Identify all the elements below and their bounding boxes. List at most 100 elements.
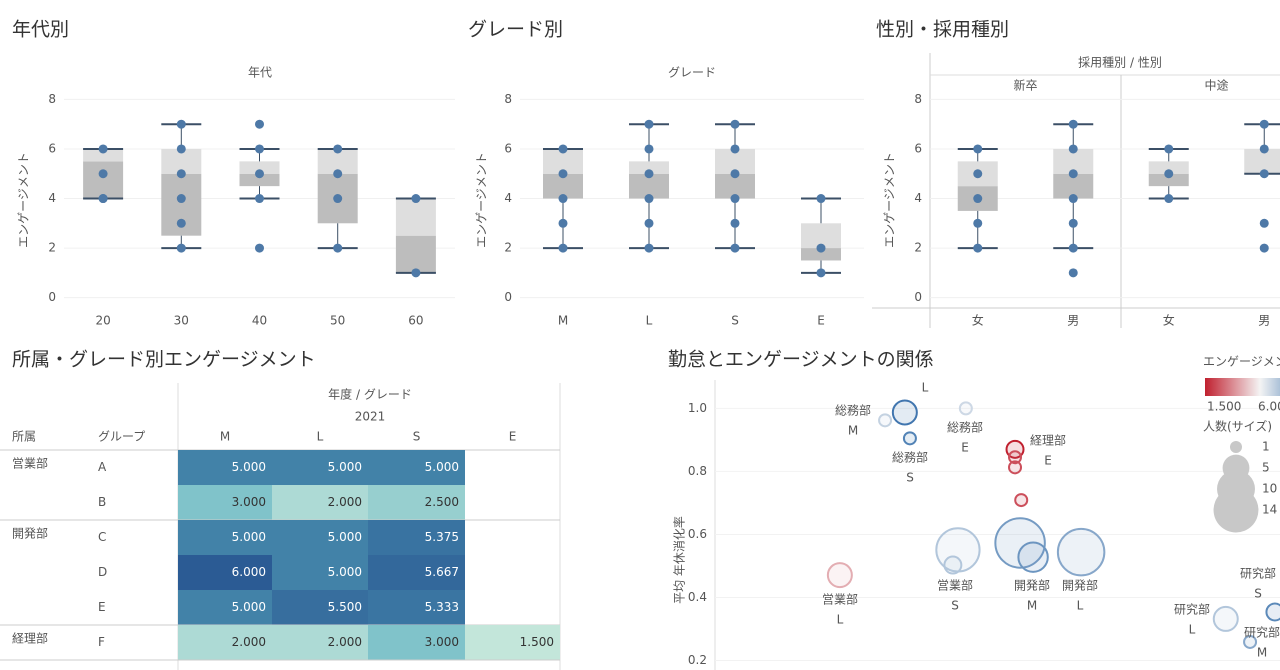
heat-cell	[368, 485, 465, 520]
y-axis-title: 平均 年休消化率	[672, 516, 687, 604]
point	[255, 169, 264, 179]
chart-title: 所属・グレード別エンゲージメント	[12, 349, 316, 371]
y-tick-label: 2	[48, 241, 56, 255]
point	[973, 194, 983, 204]
x-tick-label: L	[646, 314, 653, 328]
bubble-label: 開発部	[1062, 578, 1098, 593]
point	[176, 218, 186, 228]
x-tick-label: 男	[1258, 314, 1270, 328]
point	[333, 169, 343, 179]
bubble-label: E	[961, 441, 969, 455]
point	[730, 144, 740, 154]
row-label: A	[98, 460, 107, 474]
y-tick-label: 4	[48, 191, 56, 205]
bubble-label: 総務部	[947, 420, 983, 435]
box-upper	[1244, 148, 1280, 174]
bubble	[1243, 634, 1258, 649]
y-tick-label: 8	[48, 92, 56, 106]
axis-title: 年代	[248, 66, 272, 80]
heat-cell	[368, 520, 465, 555]
point	[1164, 169, 1174, 179]
point	[411, 194, 421, 204]
y-tick-label: 6	[914, 141, 922, 155]
point	[644, 119, 654, 129]
legend-title: エンゲージメント	[1203, 355, 1280, 369]
box-lower	[395, 235, 436, 273]
column-header: M	[220, 430, 230, 444]
box-upper	[83, 148, 124, 162]
heat-cell	[272, 555, 368, 590]
point	[730, 194, 740, 204]
bubble	[1212, 605, 1239, 632]
point	[333, 144, 343, 154]
heat-cell	[178, 625, 272, 660]
heat-cell	[272, 450, 368, 485]
point	[1259, 119, 1269, 129]
point	[1259, 169, 1269, 179]
point	[1068, 194, 1078, 204]
x-tick-label: 40	[252, 314, 267, 328]
cell-value: 6.000	[232, 565, 266, 579]
bubble	[1017, 541, 1049, 573]
y-tick-label: 0.4	[688, 590, 707, 604]
bubble	[1056, 527, 1106, 577]
row-label: 開発部	[12, 526, 48, 541]
heat-cell	[272, 625, 368, 660]
table-header: 2021	[355, 410, 386, 424]
legend-label: 1	[1262, 440, 1270, 454]
cell-value: 5.333	[425, 600, 459, 614]
heat-cell	[465, 625, 560, 660]
bubble-label: S	[1254, 587, 1262, 601]
point	[411, 268, 421, 278]
point	[730, 119, 740, 129]
point	[730, 169, 740, 179]
size-legend-mark	[1213, 487, 1259, 533]
bubble	[943, 555, 963, 575]
y-axis-title: エンゲージメント	[17, 152, 31, 248]
point	[973, 243, 983, 253]
point	[255, 144, 264, 154]
heat-cell	[368, 590, 465, 625]
y-tick-label: 6	[504, 141, 512, 155]
point	[644, 194, 654, 204]
bubble	[891, 399, 918, 426]
point	[176, 169, 186, 179]
x-tick-label: E	[817, 314, 825, 328]
bubble-label: 経理部	[1030, 433, 1066, 448]
bubble-label: L	[1189, 623, 1196, 637]
y-tick-label: 4	[504, 191, 512, 205]
x-tick-label: 60	[408, 314, 423, 328]
bubble	[878, 413, 893, 428]
cell-value: 5.667	[425, 565, 459, 579]
size-legend-mark	[1230, 441, 1242, 453]
point	[1068, 268, 1078, 278]
cell-value: 5.375	[425, 530, 459, 544]
bubble	[1008, 460, 1023, 475]
heat-cell	[272, 485, 368, 520]
column-header: L	[317, 430, 324, 444]
heat-cell	[178, 485, 272, 520]
heat-cell	[178, 520, 272, 555]
point	[1068, 218, 1078, 228]
legend-label: 5	[1262, 461, 1270, 475]
bubble-label: M	[848, 424, 858, 438]
point	[644, 144, 654, 154]
chart-title: 性別・採用種別	[876, 19, 1009, 41]
cell-value: 5.000	[328, 530, 362, 544]
bubble	[826, 562, 853, 589]
legend-label: 14	[1262, 503, 1277, 517]
point	[255, 243, 264, 253]
point	[1164, 144, 1174, 154]
row-label: 営業部	[12, 456, 48, 471]
y-axis-title: エンゲージメント	[475, 152, 489, 248]
cell-value: 5.000	[232, 530, 266, 544]
cell-value: 2.000	[328, 495, 362, 509]
bubble-label: 営業部	[937, 578, 973, 593]
row-label: F	[98, 635, 105, 649]
legend-label: 1.500	[1207, 400, 1241, 414]
heat-cell	[272, 520, 368, 555]
bubble	[902, 431, 917, 446]
column-header: E	[509, 430, 517, 444]
